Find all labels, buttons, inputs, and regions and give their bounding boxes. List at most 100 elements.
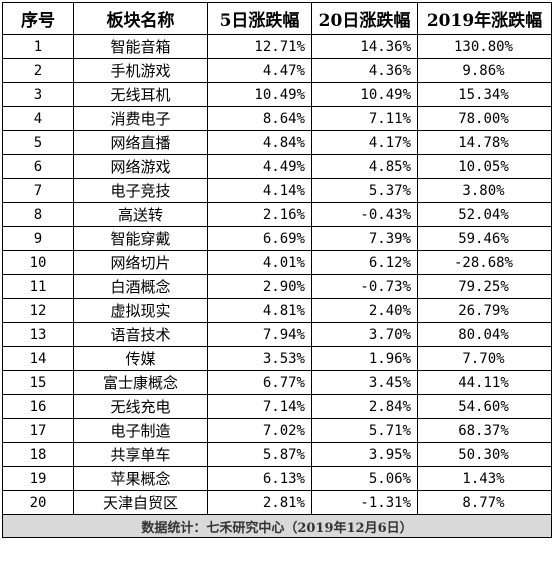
table-row: 12 虚拟现实 4.81% 2.40% 26.79% — [2, 298, 552, 323]
row-sector-name: 电子制造 — [73, 418, 208, 443]
row-20day-change: 10.49% — [311, 82, 418, 107]
row-index: 17 — [2, 418, 74, 443]
row-index: 20 — [2, 490, 74, 515]
table-row: 6 网络游戏 4.49% 4.85% 10.05% — [2, 154, 552, 179]
row-20day-change: 7.11% — [311, 106, 418, 131]
table-body: 1 智能音箱 12.71% 14.36% 130.80% 2 手机游戏 4.47% 4.36% 9… — [2, 34, 552, 515]
table-row: 18 共享单车 5.87% 3.95% 50.30% — [2, 442, 552, 467]
table-row: 3 无线耳机 10.49% 10.49% 15.34% — [2, 82, 552, 107]
row-20day-change: 3.45% — [311, 370, 418, 395]
row-5day-change: 2.16% — [207, 202, 312, 227]
row-2019-change: 50.30% — [417, 442, 552, 467]
row-index: 18 — [2, 442, 74, 467]
row-sector-name: 智能穿戴 — [73, 226, 208, 251]
row-2019-change: 1.43% — [417, 466, 552, 491]
row-5day-change: 5.87% — [207, 442, 312, 467]
row-5day-change: 8.64% — [207, 106, 312, 131]
row-20day-change: 4.17% — [311, 130, 418, 155]
row-sector-name: 无线耳机 — [73, 82, 208, 107]
row-2019-change: 10.05% — [417, 154, 552, 179]
row-20day-change: 7.39% — [311, 226, 418, 251]
table-row: 19 苹果概念 6.13% 5.06% 1.43% — [2, 466, 552, 491]
row-5day-change: 7.94% — [207, 322, 312, 347]
row-sector-name: 共享单车 — [73, 442, 208, 467]
row-index: 5 — [2, 130, 74, 155]
row-20day-change: 4.36% — [311, 58, 418, 83]
row-5day-change: 4.81% — [207, 298, 312, 323]
row-sector-name: 天津自贸区 — [73, 490, 208, 515]
header-2019-change: 2019年涨跌幅 — [417, 2, 552, 35]
row-5day-change: 7.14% — [207, 394, 312, 419]
row-20day-change: 2.40% — [311, 298, 418, 323]
row-index: 10 — [2, 250, 74, 275]
row-sector-name: 网络切片 — [73, 250, 208, 275]
row-sector-name: 电子竞技 — [73, 178, 208, 203]
row-2019-change: 14.78% — [417, 130, 552, 155]
row-sector-name: 传媒 — [73, 346, 208, 371]
row-2019-change: 9.86% — [417, 58, 552, 83]
row-5day-change: 3.53% — [207, 346, 312, 371]
row-index: 12 — [2, 298, 74, 323]
row-2019-change: 68.37% — [417, 418, 552, 443]
row-index: 19 — [2, 466, 74, 491]
row-sector-name: 富士康概念 — [73, 370, 208, 395]
row-2019-change: 26.79% — [417, 298, 552, 323]
row-sector-name: 白酒概念 — [73, 274, 208, 299]
row-2019-change: 3.80% — [417, 178, 552, 203]
header-row: 序号 板块名称 5日涨跌幅 20日涨跌幅 2019年涨跌幅 — [2, 2, 552, 35]
row-20day-change: 3.95% — [311, 442, 418, 467]
row-sector-name: 无线充电 — [73, 394, 208, 419]
table-row: 4 消费电子 8.64% 7.11% 78.00% — [2, 106, 552, 131]
row-2019-change: 79.25% — [417, 274, 552, 299]
row-5day-change: 4.49% — [207, 154, 312, 179]
row-5day-change: 6.69% — [207, 226, 312, 251]
table-row: 10 网络切片 4.01% 6.12% -28.68% — [2, 250, 552, 275]
row-index: 11 — [2, 274, 74, 299]
row-5day-change: 12.71% — [207, 34, 312, 59]
table-row: 7 电子竞技 4.14% 5.37% 3.80% — [2, 178, 552, 203]
row-sector-name: 虚拟现实 — [73, 298, 208, 323]
row-2019-change: 80.04% — [417, 322, 552, 347]
row-index: 7 — [2, 178, 74, 203]
table-row: 9 智能穿戴 6.69% 7.39% 59.46% — [2, 226, 552, 251]
row-20day-change: 3.70% — [311, 322, 418, 347]
table-header: 序号 板块名称 5日涨跌幅 20日涨跌幅 2019年涨跌幅 — [2, 2, 552, 35]
row-2019-change: 44.11% — [417, 370, 552, 395]
row-2019-change: 54.60% — [417, 394, 552, 419]
row-sector-name: 网络游戏 — [73, 154, 208, 179]
row-index: 1 — [2, 34, 74, 59]
row-2019-change: 52.04% — [417, 202, 552, 227]
sector-performance-table: 序号 板块名称 5日涨跌幅 20日涨跌幅 2019年涨跌幅 1 智能音箱 12.71… — [2, 2, 552, 538]
table-row: 1 智能音箱 12.71% 14.36% 130.80% — [2, 34, 552, 59]
row-20day-change: -0.73% — [311, 274, 418, 299]
row-20day-change: 6.12% — [311, 250, 418, 275]
row-20day-change: -0.43% — [311, 202, 418, 227]
row-5day-change: 2.81% — [207, 490, 312, 515]
data-source-note: 数据统计：七禾研究中心（2019年12月6日） — [2, 514, 552, 538]
row-20day-change: 1.96% — [311, 346, 418, 371]
row-sector-name: 智能音箱 — [73, 34, 208, 59]
row-20day-change: 2.84% — [311, 394, 418, 419]
row-index: 6 — [2, 154, 74, 179]
row-index: 13 — [2, 322, 74, 347]
row-index: 2 — [2, 58, 74, 83]
header-20day-change: 20日涨跌幅 — [311, 2, 418, 35]
footer-row: 数据统计：七禾研究中心（2019年12月6日） — [2, 514, 552, 538]
row-2019-change: 78.00% — [417, 106, 552, 131]
row-5day-change: 2.90% — [207, 274, 312, 299]
row-index: 9 — [2, 226, 74, 251]
row-index: 15 — [2, 370, 74, 395]
table-row: 5 网络直播 4.84% 4.17% 14.78% — [2, 130, 552, 155]
table-row: 11 白酒概念 2.90% -0.73% 79.25% — [2, 274, 552, 299]
header-index: 序号 — [2, 2, 74, 35]
row-5day-change: 10.49% — [207, 82, 312, 107]
row-5day-change: 6.13% — [207, 466, 312, 491]
row-sector-name: 消费电子 — [73, 106, 208, 131]
header-5day-change: 5日涨跌幅 — [207, 2, 312, 35]
row-5day-change: 4.47% — [207, 58, 312, 83]
table-row: 8 高送转 2.16% -0.43% 52.04% — [2, 202, 552, 227]
table-row: 2 手机游戏 4.47% 4.36% 9.86% — [2, 58, 552, 83]
header-sector-name: 板块名称 — [73, 2, 208, 35]
row-5day-change: 7.02% — [207, 418, 312, 443]
row-index: 8 — [2, 202, 74, 227]
